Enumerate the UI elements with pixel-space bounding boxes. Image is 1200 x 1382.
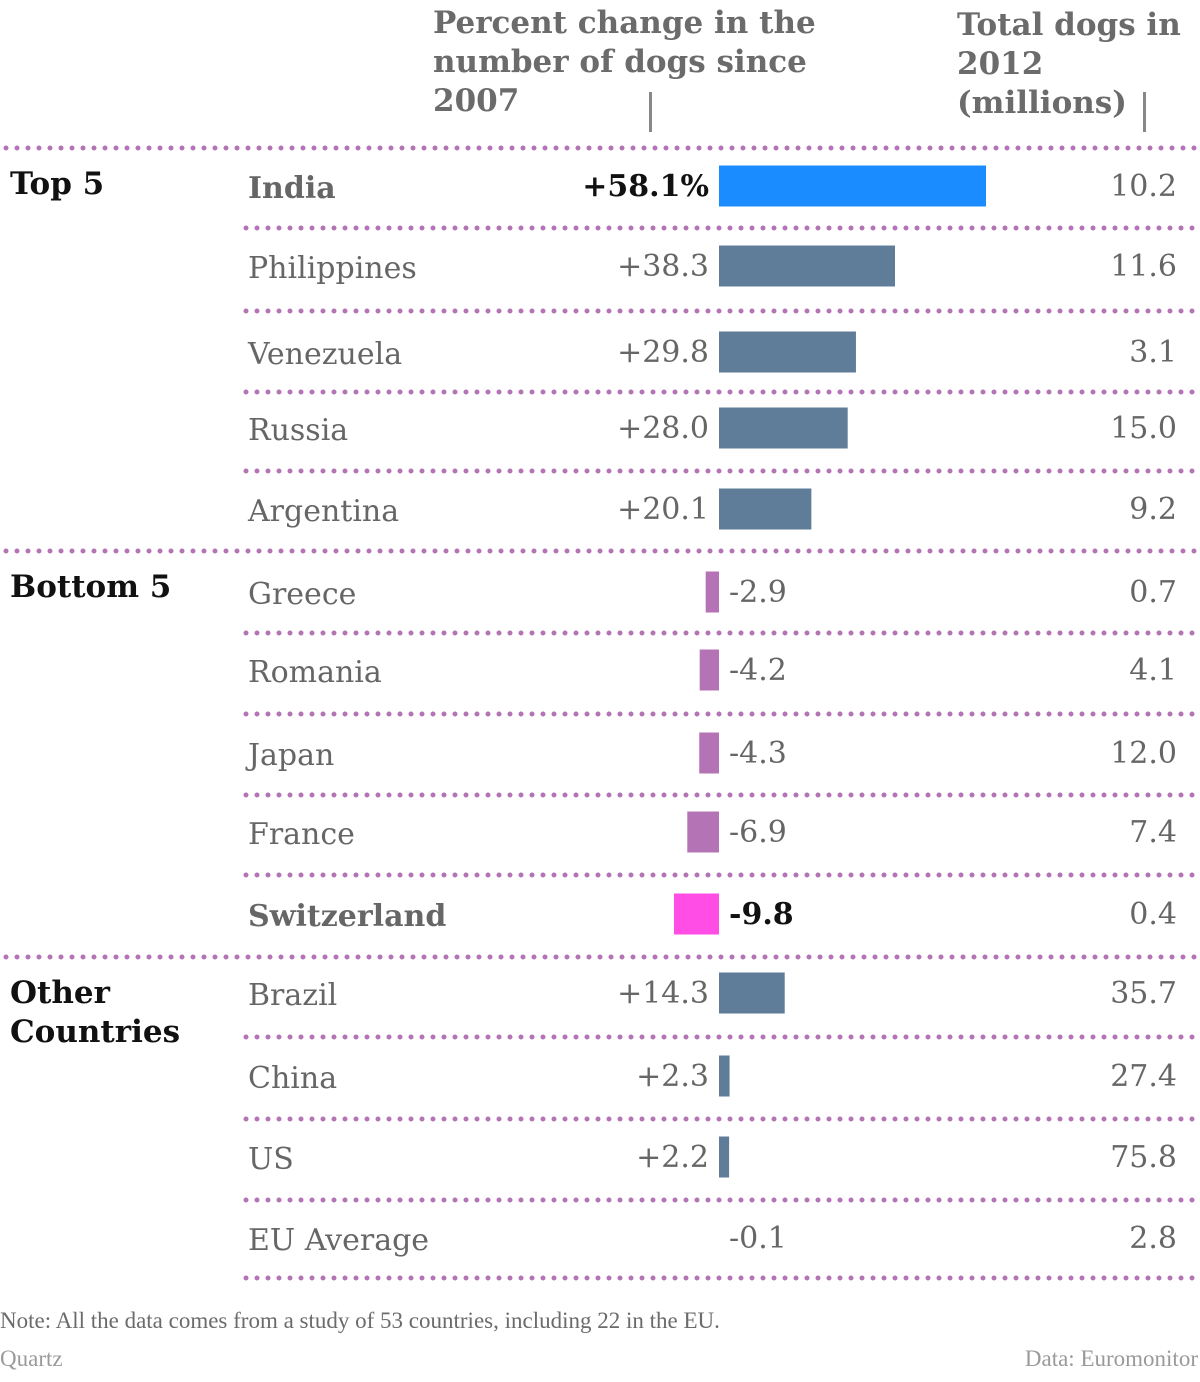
country-label: Greece xyxy=(248,577,356,612)
group-label: Other xyxy=(10,975,111,1011)
total-value-label: 9.2 xyxy=(1129,492,1177,527)
change-value-label: -6.9 xyxy=(729,815,787,850)
change-value-label: +14.3 xyxy=(617,976,709,1011)
country-label: Switzerland xyxy=(248,899,446,934)
country-label: India xyxy=(248,171,336,206)
change-header-tick xyxy=(649,92,652,132)
total-value-label: 4.1 xyxy=(1129,653,1177,688)
total-value-label: 2.8 xyxy=(1129,1221,1177,1256)
country-label: Philippines xyxy=(248,251,417,286)
change-value-label: -9.8 xyxy=(729,897,794,932)
change-bar xyxy=(673,893,719,935)
change-bar xyxy=(705,571,719,613)
group-label: Bottom 5 xyxy=(10,569,171,605)
country-label: EU Average xyxy=(248,1223,429,1258)
change-value-label: -4.3 xyxy=(729,736,787,771)
total-value-label: 0.7 xyxy=(1129,575,1177,610)
country-label: Brazil xyxy=(248,978,337,1013)
change-bar xyxy=(719,165,986,207)
country-label: Venezuela xyxy=(247,337,402,372)
change-bar xyxy=(719,245,896,287)
total-value-label: 27.4 xyxy=(1110,1059,1177,1094)
change-bar xyxy=(719,1055,730,1097)
total-value-label: 12.0 xyxy=(1110,736,1177,771)
change-value-label: +28.0 xyxy=(617,411,709,446)
change-value-label: -4.2 xyxy=(729,653,787,688)
country-label: US xyxy=(248,1142,294,1177)
total-value-label: 35.7 xyxy=(1110,976,1177,1011)
total-value-label: 0.4 xyxy=(1129,897,1177,932)
total-header-tick xyxy=(1143,92,1146,132)
total-value-label: 15.0 xyxy=(1110,411,1177,446)
change-bar xyxy=(687,811,719,853)
country-label: Argentina xyxy=(247,494,399,529)
country-label: France xyxy=(248,817,355,852)
change-column-header: Percent change in the number of dogs sin… xyxy=(433,5,816,119)
total-value-label: 7.4 xyxy=(1129,815,1177,850)
country-label: Japan xyxy=(245,738,334,773)
change-value-label: -0.1 xyxy=(729,1221,787,1256)
group-label: Countries xyxy=(10,1014,180,1050)
country-label: Russia xyxy=(248,413,348,448)
change-value-label: +2.3 xyxy=(636,1059,709,1094)
chart-note: Note: All the data comes from a study of… xyxy=(0,1308,720,1333)
change-value-label: +38.3 xyxy=(617,249,709,284)
change-bar xyxy=(719,488,812,530)
change-bar xyxy=(699,732,719,774)
change-bar xyxy=(719,407,848,449)
change-value-label: +29.8 xyxy=(617,335,709,370)
change-value-label: +2.2 xyxy=(636,1140,709,1175)
total-value-label: 75.8 xyxy=(1110,1140,1177,1175)
data-source: Data: Euromonitor xyxy=(1024,1346,1198,1371)
publisher-credit: Quartz xyxy=(0,1346,63,1371)
group-label: Top 5 xyxy=(10,166,104,202)
change-bar xyxy=(719,972,785,1014)
total-value-label: 10.2 xyxy=(1110,169,1177,204)
change-value-label: +20.1 xyxy=(617,492,709,527)
country-label: Romania xyxy=(248,655,382,690)
change-value-label: +58.1% xyxy=(582,169,709,204)
change-value-label: -2.9 xyxy=(729,575,787,610)
total-column-header: Total dogs in 2012 (millions) xyxy=(957,7,1181,121)
dogs-chart: Top 5 India +58.1% 10.2 Philippines +38.3 11.6… xyxy=(3,145,1199,1281)
total-value-label: 11.6 xyxy=(1110,249,1177,284)
change-bar xyxy=(699,649,719,691)
change-bar xyxy=(719,331,856,373)
country-label: China xyxy=(248,1061,337,1096)
total-value-label: 3.1 xyxy=(1129,335,1177,370)
change-bar xyxy=(719,1136,730,1178)
